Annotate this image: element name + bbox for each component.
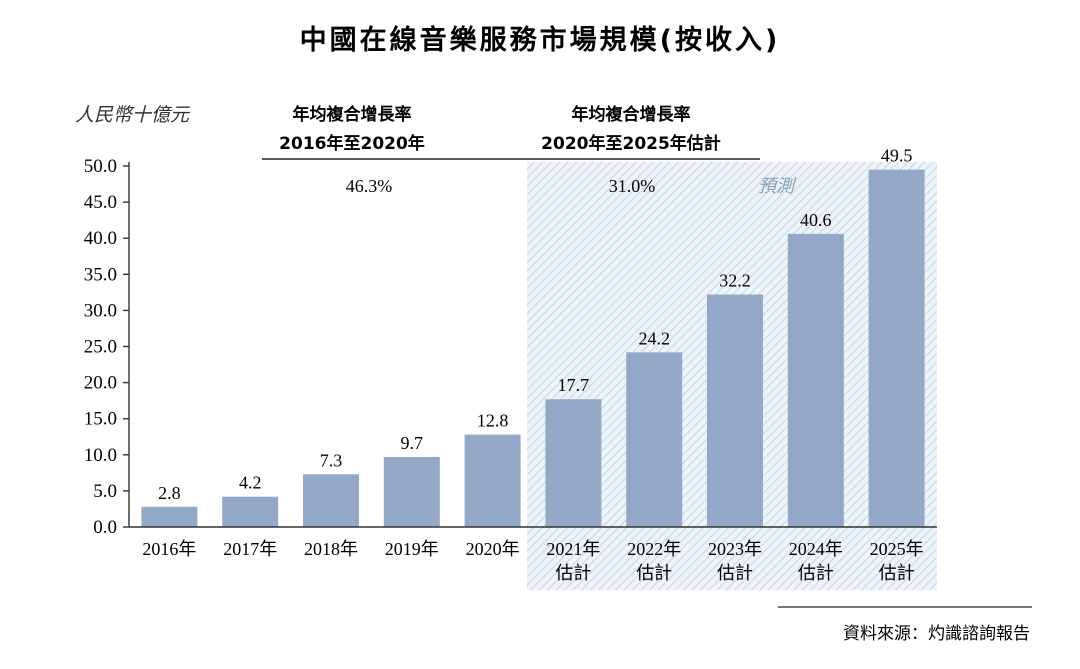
bar [383,456,440,527]
bar [787,233,844,528]
data-label: 24.2 [638,328,670,348]
bar [222,496,279,527]
data-label: 49.5 [881,146,913,166]
y-tick-label: 50.0 [84,156,117,177]
x-tick-label: 2021年估計 [546,539,600,583]
x-tick-label: 2020年 [466,539,520,559]
cagr-1-label-line1: 年均複合增長率 [293,104,412,125]
y-tick-label: 5.0 [93,481,117,502]
forecast-label: 預測 [758,176,797,197]
chart-title: 中國在線音樂服務市場規模(按收入) [300,24,781,56]
x-tick-label: 2025年估計 [870,539,924,583]
bar [707,294,763,527]
y-tick-label: 10.0 [84,445,117,466]
data-label: 9.7 [401,433,424,453]
bars: 2.8 4.2 7.3 9.7 12.8 17.7 24.2 32.2 40.6 49.5 [141,146,925,528]
cagr-2-label-line1: 年均複合增長率 [572,104,691,125]
x-tick-label: 2024年估計 [789,539,843,583]
bar [464,434,521,527]
data-label: 2.8 [158,483,181,503]
data-label: 32.2 [719,271,751,291]
y-tick-label: 15.0 [84,409,117,430]
y-axis-unit-label: 人民幣十億元 [75,104,191,126]
x-tick-label: 2023年估計 [708,539,762,583]
source-note: 資料來源：灼識諮詢報告 [843,624,1030,644]
data-label: 7.3 [320,450,343,470]
bar [141,506,198,527]
y-tick-label: 45.0 [84,192,117,213]
cagr-1-label-line2: 2016年至2020年 [279,133,425,154]
bar [626,352,683,527]
y-tick-label: 25.0 [84,337,117,358]
data-label: 4.2 [239,473,262,493]
bar [868,169,925,528]
y-tick-label: 30.0 [84,300,117,321]
x-axis: 2016年 2017年 2018年 2019年 2020年 2021年估計 2022年估計 2… [129,526,937,583]
y-tick-label: 0.0 [93,517,117,538]
x-tick-label: 2019年 [385,539,439,559]
cagr-2-value: 31.0% [609,176,656,196]
bar [545,399,602,527]
x-tick-label: 2022年估計 [627,539,681,583]
x-tick-label: 2018年 [304,539,358,559]
y-axis: 0.0 5.0 10.0 15.0 20.0 25.0 30.0 35.0 40.0 45.0 50… [84,156,130,538]
bar [303,474,359,527]
y-tick-label: 35.0 [84,264,117,285]
x-tick-label: 2016年 [142,539,196,559]
data-label: 40.6 [800,210,832,230]
y-tick-label: 40.0 [84,228,117,249]
cagr-1-value: 46.3% [346,176,393,196]
cagr-2: 年均複合增長率 2020年至2025年估計 31.0% [528,104,760,196]
y-tick-label: 20.0 [84,373,117,394]
cagr-1: 年均複合增長率 2016年至2020年 46.3% [262,104,528,196]
data-label: 17.7 [558,375,590,395]
data-label: 12.8 [477,411,509,431]
x-tick-label: 2017年 [223,539,277,559]
cagr-2-label-line2: 2020年至2025年估計 [541,133,721,154]
